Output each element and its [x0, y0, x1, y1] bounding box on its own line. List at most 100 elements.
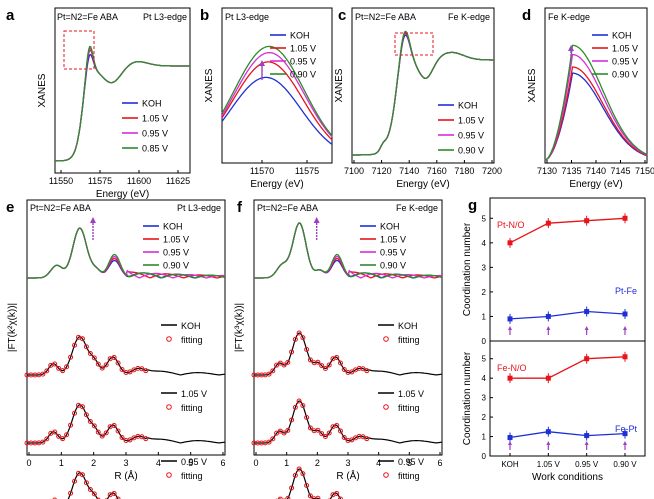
- fit-point: [87, 351, 93, 357]
- y-tick-label: 3: [482, 263, 487, 272]
- fit-point: [127, 369, 133, 375]
- ft-curve-1.05 V: [254, 222, 443, 279]
- fit-point: [64, 364, 70, 370]
- arrow-head-icon: [623, 326, 627, 330]
- legend-label: 0.90 V: [163, 261, 189, 271]
- fit-point: [307, 493, 313, 499]
- fit-point: [143, 368, 149, 374]
- fit-point: [289, 485, 295, 491]
- data-point: [584, 433, 590, 439]
- x-tick-label: 7140: [399, 166, 419, 176]
- x-tick-label: 6: [437, 458, 442, 468]
- fit-point: [334, 490, 340, 496]
- fit-point: [72, 478, 78, 484]
- fit-point: [281, 430, 287, 436]
- y-tick-label: 1: [482, 433, 487, 442]
- fit-point: [277, 360, 283, 366]
- legend-label: 1.05 V: [612, 44, 638, 54]
- fit-point: [285, 359, 291, 365]
- fit-point: [292, 472, 298, 478]
- arrow-head-icon: [546, 441, 551, 445]
- arrow-head-icon: [568, 45, 574, 51]
- data-point: [545, 313, 551, 319]
- fit-point: [319, 363, 325, 369]
- data-point: [545, 220, 551, 226]
- edge-label: Pt L3-edge: [143, 12, 187, 22]
- x-tick-label: 7140: [586, 166, 606, 176]
- data-point: [622, 354, 628, 360]
- ft-curve-0.90 V: [254, 222, 443, 279]
- fit-point: [79, 336, 85, 342]
- x-tick-label: 2: [91, 458, 96, 468]
- peak-curve-1.05 V: [544, 66, 648, 161]
- fit-point: [95, 361, 101, 367]
- fit-point: [111, 422, 117, 428]
- legend-label: KOH: [181, 321, 201, 331]
- fit-point: [139, 434, 145, 440]
- x-axis-title: Energy (eV): [569, 179, 622, 190]
- fit-point: [44, 436, 50, 442]
- series-line-Fe-N/O: [510, 356, 626, 379]
- panel-letter: d: [522, 7, 531, 24]
- y-axis-title: Coordination number: [462, 222, 473, 316]
- fit-point: [364, 436, 370, 442]
- peak-curve-0.95 V: [544, 53, 648, 161]
- fit-point: [52, 429, 58, 435]
- data-curve-KOH: [254, 332, 443, 376]
- ft-curve-KOH: [27, 227, 226, 279]
- fit-point: [289, 349, 295, 355]
- x-tick-label: 11570: [250, 166, 274, 176]
- fit-point: [274, 362, 280, 368]
- x-tick-label: 11575: [88, 176, 112, 186]
- edge-label: Fe K-edge: [396, 203, 438, 213]
- legend-label: 1.05 V: [181, 389, 207, 399]
- fit-point: [307, 357, 313, 363]
- legend-marker: [166, 472, 172, 478]
- ft-curve-0.95 V: [27, 227, 226, 279]
- fit-point: [277, 428, 283, 434]
- fit-point: [139, 366, 145, 372]
- fit-point: [360, 366, 366, 372]
- peak-curve-0.90 V: [544, 44, 648, 161]
- fit-point: [72, 410, 78, 416]
- panel-title: Pt=N2=Fe ABA: [30, 203, 91, 213]
- data-point: [584, 356, 590, 362]
- series-label: Fe-Pt: [615, 424, 638, 434]
- fit-point: [91, 491, 97, 497]
- legend-marker: [166, 336, 172, 342]
- x-tick-label: 11575: [295, 166, 319, 176]
- series-line-Pt-Fe: [509, 310, 626, 320]
- data-point: [622, 311, 628, 317]
- xanes-curve-0.90 V: [352, 30, 494, 156]
- fit-point: [300, 403, 306, 409]
- series-label: Fe-N/O: [497, 363, 527, 373]
- legend-label: 1.05 V: [398, 389, 424, 399]
- fit-point: [266, 371, 272, 377]
- legend-label: 1.05 V: [458, 116, 484, 126]
- fit-point: [270, 368, 276, 374]
- fit-point: [296, 466, 302, 472]
- y-tick-label: 4: [482, 239, 487, 248]
- arrow-head-icon: [259, 60, 265, 66]
- fit-point: [79, 472, 85, 478]
- fit-point: [296, 330, 302, 336]
- x-tick-label: 4: [376, 458, 381, 468]
- fit-point: [360, 434, 366, 440]
- fit-point: [87, 419, 93, 425]
- panel-d-frame: [544, 7, 648, 164]
- fit-point: [304, 347, 310, 353]
- fit-point: [315, 495, 321, 499]
- legend-label: 1.05 V: [380, 235, 406, 245]
- arrow-head-icon: [508, 441, 512, 445]
- panel-title: Fe K-edge: [548, 12, 590, 22]
- x-tick-label: 5: [407, 458, 412, 468]
- fit-point: [103, 362, 109, 368]
- fit-point: [322, 433, 328, 439]
- fit-point: [99, 365, 105, 371]
- data-point: [507, 240, 513, 246]
- fit-point: [83, 344, 89, 350]
- fit-point: [103, 430, 109, 436]
- x-tick-label: 7100: [344, 166, 364, 176]
- fit-point: [281, 362, 287, 368]
